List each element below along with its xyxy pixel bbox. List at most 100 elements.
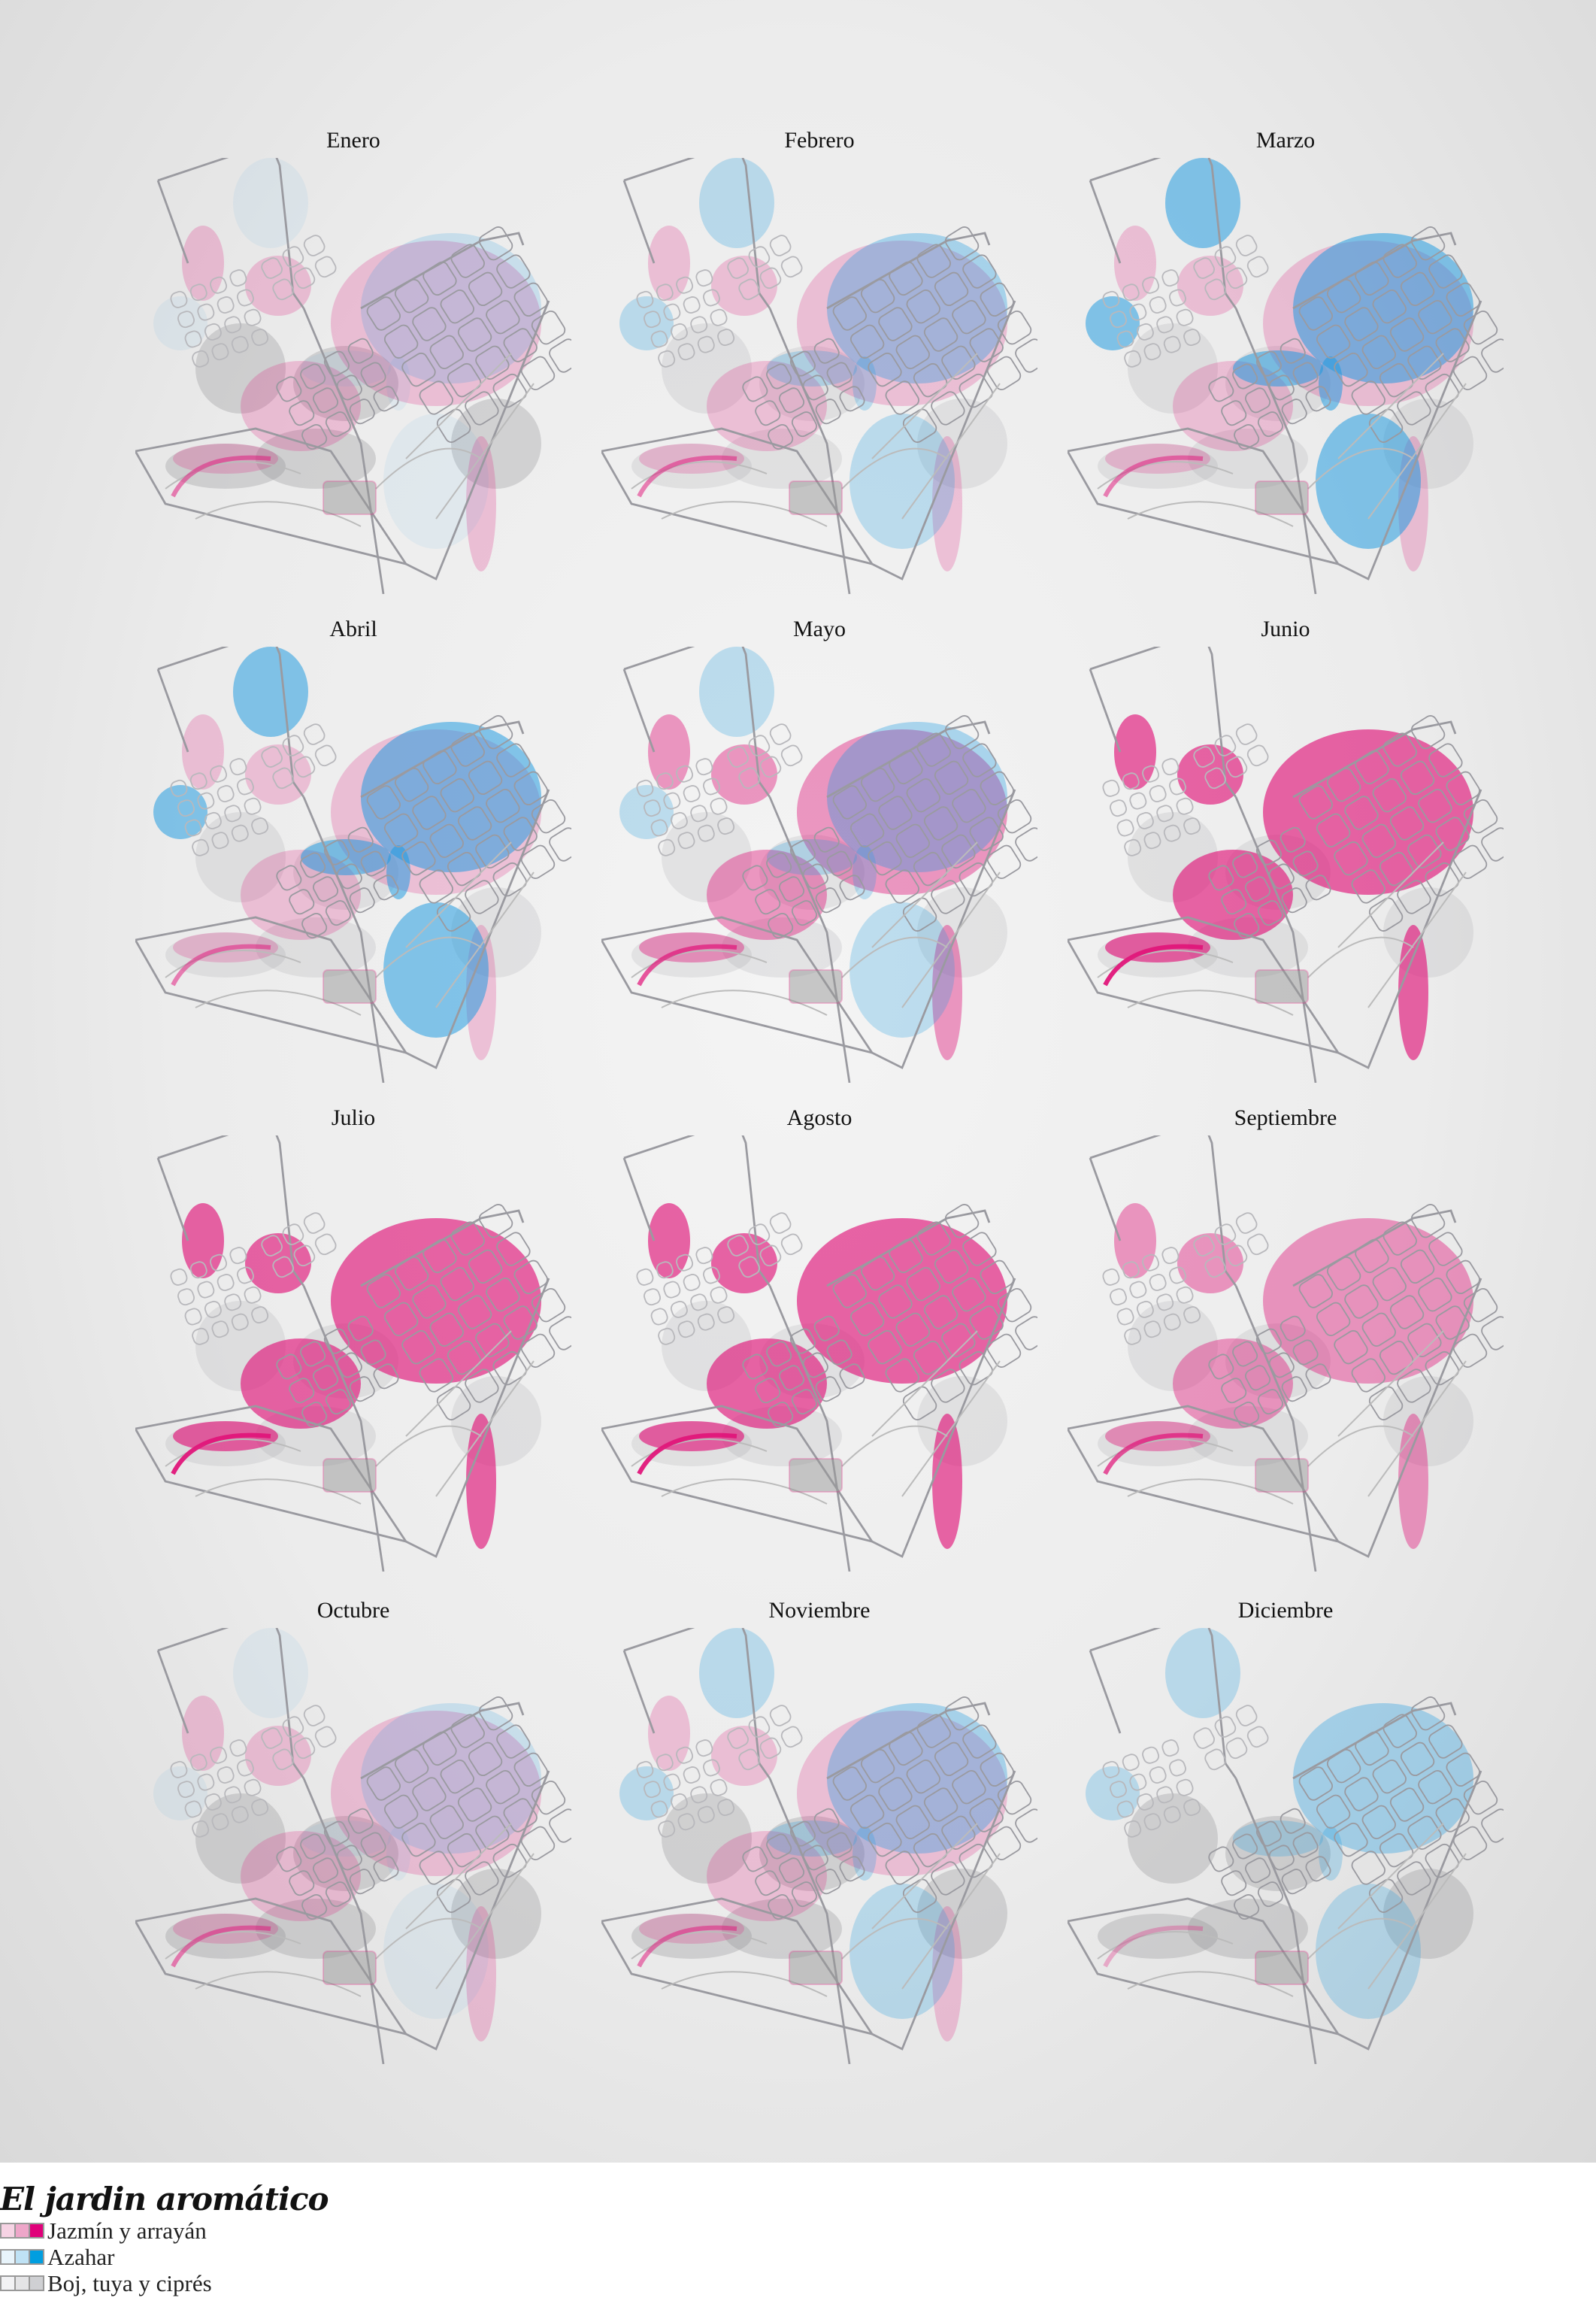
legend-label: Azahar [47, 2243, 115, 2270]
month-panel: Abril [120, 617, 586, 1105]
park-path [841, 1917, 948, 1960]
jasmine-blob [182, 226, 224, 301]
palace-rooms [261, 1212, 337, 1278]
orange-blossom-blob [853, 1826, 877, 1881]
month-panel: Marzo [1052, 128, 1519, 617]
park-paths [1097, 1330, 1467, 1505]
orange-blossom-blob [301, 1820, 391, 1857]
palace-rooms [1102, 1247, 1201, 1345]
north-wall [360, 1702, 525, 1780]
orange-blossom-blob [383, 902, 489, 1038]
fortress-wall [157, 1628, 305, 1779]
park-path [1367, 1853, 1467, 1990]
right-parterre-grid [1298, 226, 1504, 443]
jasmine-blob [707, 1831, 827, 1921]
jasmine-blob [466, 1906, 496, 2042]
month-title: Abril [329, 617, 377, 641]
park-path [375, 447, 482, 490]
palace-rooms [727, 1212, 803, 1278]
palace-rooms [1193, 1705, 1269, 1771]
boxwood-blob [631, 932, 752, 978]
palace-rooms [636, 269, 735, 368]
park-path [1097, 950, 1234, 978]
fortress-wall [157, 1135, 305, 1287]
central-axis [302, 1778, 385, 2064]
month-panel: Junio [1052, 617, 1519, 1105]
orange-blossom-blob [853, 356, 877, 411]
boxwood-blob [165, 932, 286, 978]
pond [1255, 1458, 1309, 1493]
right-parterre-grid [366, 1204, 571, 1420]
park-path [435, 872, 535, 1008]
right-parterre-grid [366, 226, 571, 443]
boxwood-blob [662, 812, 752, 902]
jasmine-blob [707, 1338, 827, 1429]
boxwood-blob [759, 1816, 865, 1891]
orange-blossom-blob [383, 414, 489, 549]
pink-hedge-path [1103, 1925, 1204, 1968]
jasmine-blob [711, 1726, 777, 1786]
pink-hedge-path [1103, 1432, 1204, 1475]
palace-rooms [1193, 235, 1269, 301]
right-parterre-grid [832, 715, 1037, 932]
park-boundary [1068, 450, 1339, 565]
right-parterre-grid [832, 1204, 1037, 1420]
jasmine-blob [797, 1218, 1007, 1384]
orange-blossom-blob [1319, 356, 1343, 411]
palace-rooms [170, 269, 269, 368]
park-path [405, 1330, 512, 1437]
fortress-wall [623, 647, 771, 798]
park-path [901, 383, 1001, 520]
jasmine-blob [182, 1696, 224, 1771]
orange-blossom-blob [1316, 414, 1421, 549]
jasmine-blob [466, 436, 496, 571]
jasmine-blob [707, 850, 827, 940]
park-path [405, 841, 512, 948]
jasmine-blob [245, 1233, 311, 1293]
park-path [871, 1823, 978, 1929]
jasmine-blob [466, 1414, 496, 1549]
park-path [1367, 1360, 1467, 1497]
boxwood-blob [631, 444, 752, 489]
pond [789, 480, 843, 515]
garden-map [601, 158, 1037, 594]
park-path [405, 1823, 512, 1929]
legend-swatch [0, 2223, 44, 2239]
boxwood-blob [1098, 444, 1218, 489]
right-parterre-grid [1298, 1696, 1504, 1913]
boxwood-blob [195, 1793, 286, 1884]
jasmine-blob [797, 241, 1007, 406]
north-wall [1292, 720, 1457, 799]
jasmine-blob [245, 1726, 311, 1786]
central-axis [768, 796, 851, 1083]
pond [323, 1951, 377, 1985]
right-parterre-grid [1298, 1204, 1504, 1420]
garden-map [601, 1628, 1037, 2064]
pink-hedge-path [637, 455, 737, 498]
palace-rooms [1102, 269, 1201, 368]
fortress-wall [623, 1135, 771, 1287]
legend-title: El jardin aromático [0, 2181, 329, 2217]
orange-blossom-blob [1165, 158, 1240, 248]
jasmine-blob [648, 714, 690, 790]
pink-hedge-path [171, 944, 271, 987]
fragrance-layer [153, 1628, 541, 2042]
fortress-wall [156, 180, 189, 264]
central-axis [768, 1285, 851, 1572]
left-parterre-grid [1208, 1315, 1331, 1428]
park-boundary [135, 1428, 407, 1543]
boxwood-blob [1128, 1301, 1218, 1391]
park-path [165, 461, 301, 490]
pond [789, 969, 843, 1004]
fortress-wall [1089, 1157, 1122, 1241]
month-title: Enero [326, 128, 380, 153]
pink-hedge-path [1103, 455, 1204, 498]
park-path [841, 936, 948, 978]
jasmine-blob [1177, 1233, 1243, 1293]
park-paths [1097, 1823, 1467, 1997]
month-title: Marzo [1255, 128, 1316, 153]
park-path [195, 990, 362, 1016]
jasmine-blob [182, 714, 224, 790]
jasmine-blob [241, 361, 361, 451]
park-path [1307, 1917, 1414, 1960]
